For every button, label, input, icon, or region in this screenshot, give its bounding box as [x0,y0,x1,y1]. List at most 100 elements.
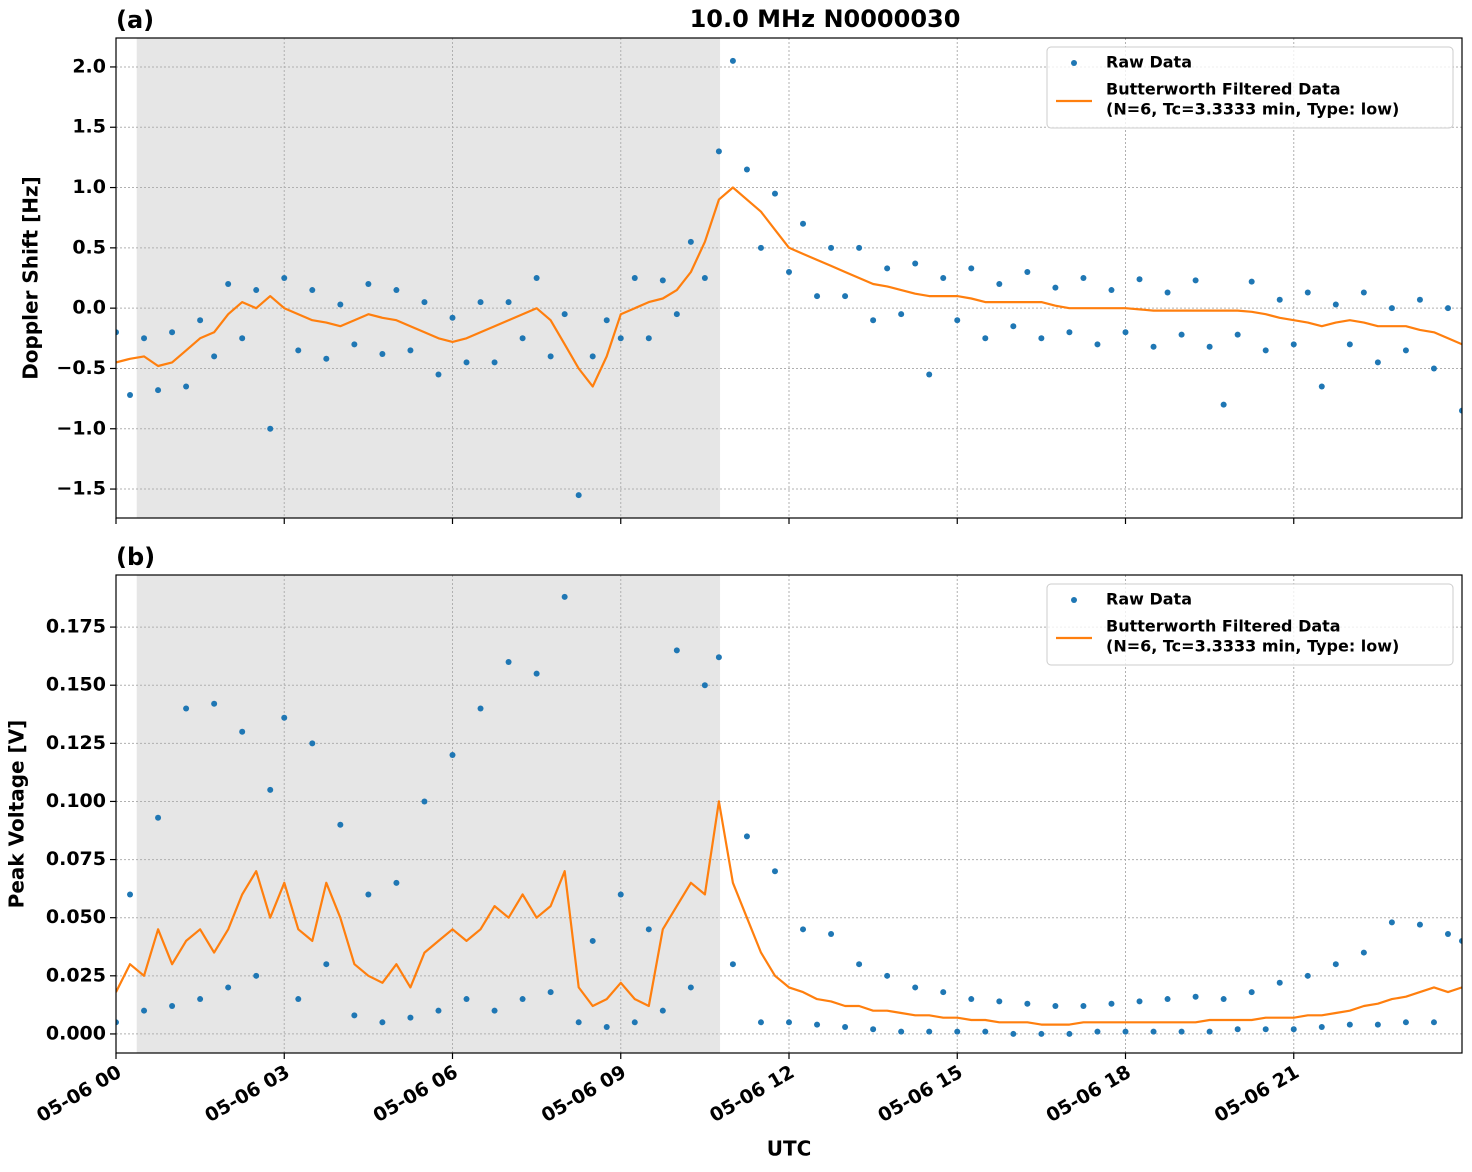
raw-point [771,868,778,875]
plot-area [116,593,1462,1037]
raw-point [771,190,778,197]
raw-point [729,57,736,64]
raw-point [141,335,148,342]
raw-point [954,1028,961,1035]
raw-point [1234,1026,1241,1033]
raw-point [1024,268,1031,275]
raw-point [421,299,428,306]
legend-box [1046,583,1454,666]
legend-marker [1071,597,1077,603]
raw-point [1430,365,1437,372]
raw-point [1290,341,1297,348]
raw-point [575,492,582,499]
raw-point [1248,278,1255,285]
raw-point [1388,919,1395,926]
x-tick-label: 05-06 15 [874,1061,966,1127]
raw-point [127,391,134,398]
raw-point [1192,277,1199,284]
y-tick-label: 0.5 [72,236,106,258]
raw-point [856,244,863,251]
raw-point [155,387,162,394]
raw-point [225,984,232,991]
raw-point [116,1019,119,1026]
plot-area [116,57,1462,499]
raw-point [183,705,190,712]
y-tick-label: −0.5 [56,357,106,379]
raw-point [1332,301,1339,308]
y-tick-label: 0.150 [46,674,106,696]
raw-point [1094,341,1101,348]
raw-point [1136,276,1143,283]
raw-point [996,998,1003,1005]
raw-point [1122,1028,1129,1035]
raw-point [365,891,372,898]
raw-point [786,268,792,275]
raw-point [379,1019,386,1026]
raw-point [1038,335,1045,342]
raw-point [912,260,919,267]
raw-point [211,700,218,707]
raw-point [1206,1028,1213,1035]
shaded-span [136,575,721,1053]
raw-point [687,984,694,991]
raw-point [589,353,596,360]
x-tick-label: 05-06 12 [706,1061,798,1127]
raw-point [800,220,807,227]
raw-point [1304,972,1311,979]
raw-point [575,1019,582,1026]
raw-point [351,341,358,348]
raw-point [926,1028,933,1035]
raw-point [1290,1026,1297,1033]
raw-point [786,1019,792,1026]
raw-point [1459,407,1462,414]
raw-point [645,335,652,342]
x-tick-label: 05-06 09 [538,1061,630,1127]
raw-point [1360,949,1367,956]
raw-point [239,335,246,342]
raw-point [954,317,961,324]
raw-point [323,961,330,968]
raw-point [1318,383,1325,390]
raw-point [407,1014,414,1021]
raw-point [1024,1000,1031,1007]
raw-point [1010,1030,1017,1037]
raw-point [870,1026,877,1033]
raw-point [1402,1019,1409,1026]
raw-point [940,275,947,281]
raw-point [463,996,470,1003]
raw-point [1346,341,1353,348]
raw-point [1094,1028,1101,1035]
legend-marker [1071,60,1077,66]
raw-point [757,1019,764,1026]
raw-point [856,961,863,968]
raw-point [912,984,919,991]
raw-point [589,937,596,944]
legend-note: (N=6, Tc=3.3333 min, Type: low) [1106,637,1399,656]
raw-point [365,281,372,288]
raw-point [659,277,666,284]
raw-point [295,347,302,354]
raw-point [1248,989,1255,996]
raw-point [898,311,905,318]
raw-point [1150,1028,1157,1035]
raw-point [211,353,218,360]
raw-point [659,1007,666,1014]
legend-label: Butterworth Filtered Data [1106,80,1341,99]
raw-point [1402,347,1409,354]
raw-point [477,299,484,306]
raw-point [1416,296,1423,303]
raw-point [1052,284,1059,291]
raw-point [1178,331,1185,338]
raw-point [1332,961,1339,968]
raw-point [197,996,204,1003]
y-tick-label: 0.100 [46,790,106,812]
raw-point [673,311,680,318]
raw-point [1304,289,1311,296]
raw-point [968,265,975,272]
chart-title: 10.0 MHz N0000030 [690,5,961,33]
raw-point [267,786,274,793]
raw-point [884,265,891,272]
panel-label: (b) [116,543,155,571]
raw-point [239,728,246,735]
raw-point [253,287,260,294]
